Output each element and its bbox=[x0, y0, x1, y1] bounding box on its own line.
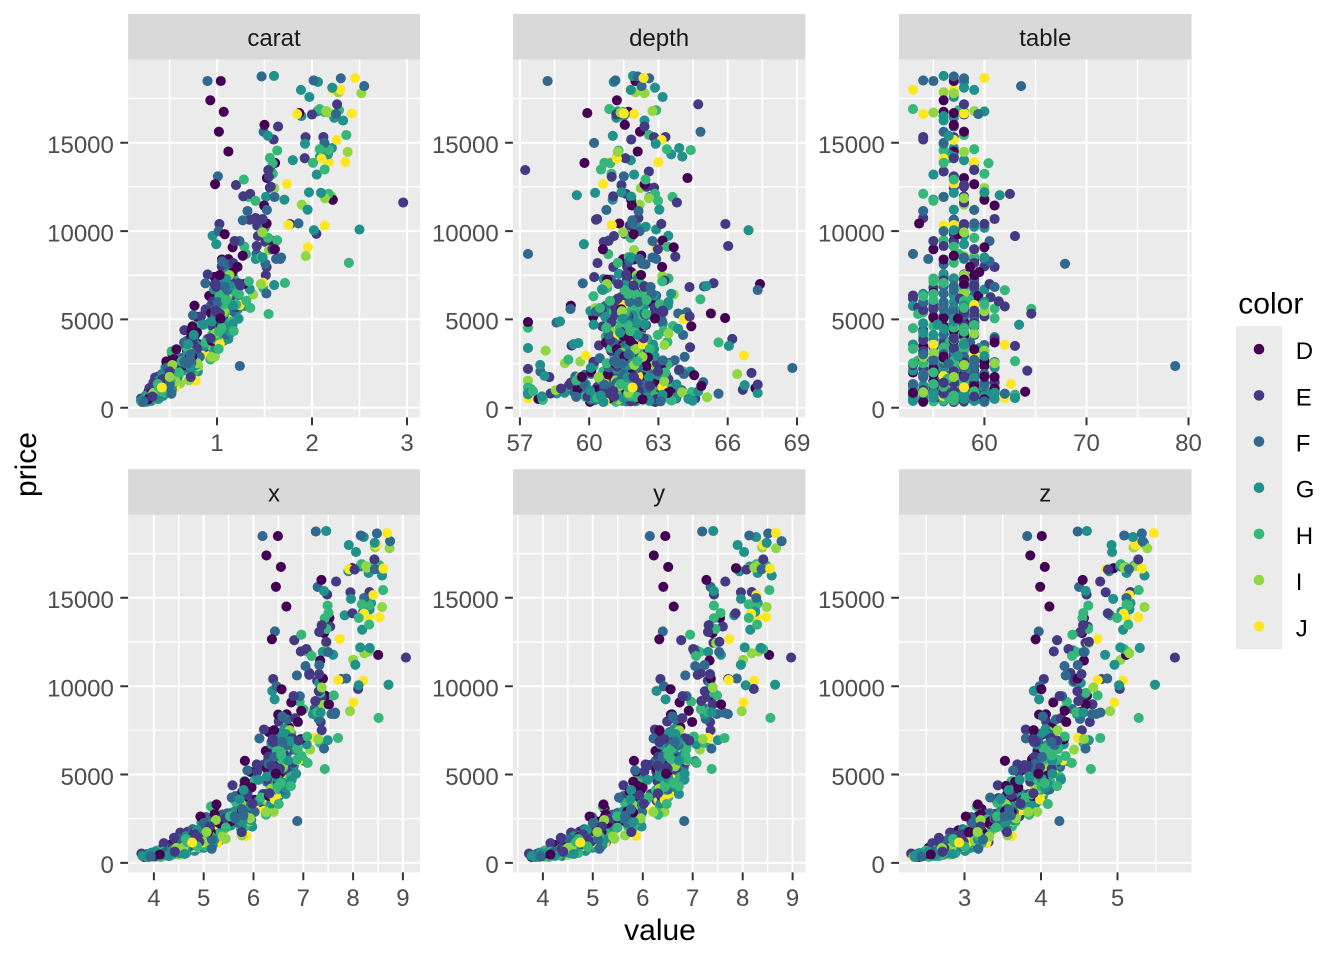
svg-text:5: 5 bbox=[197, 885, 210, 912]
svg-text:5000: 5000 bbox=[61, 309, 114, 336]
svg-text:9: 9 bbox=[396, 885, 409, 912]
svg-text:7: 7 bbox=[297, 885, 310, 912]
svg-text:y: y bbox=[653, 480, 665, 507]
svg-text:15000: 15000 bbox=[47, 587, 114, 614]
svg-text:5000: 5000 bbox=[831, 309, 884, 336]
svg-text:depth: depth bbox=[629, 25, 689, 52]
svg-text:8: 8 bbox=[346, 885, 359, 912]
svg-text:1: 1 bbox=[210, 430, 223, 457]
svg-text:0: 0 bbox=[101, 852, 114, 879]
svg-text:15000: 15000 bbox=[47, 132, 114, 159]
svg-text:5000: 5000 bbox=[445, 764, 498, 791]
svg-text:7: 7 bbox=[686, 885, 699, 912]
svg-text:5000: 5000 bbox=[61, 764, 114, 791]
svg-text:15000: 15000 bbox=[432, 587, 499, 614]
svg-text:66: 66 bbox=[714, 430, 741, 457]
svg-text:69: 69 bbox=[784, 430, 811, 457]
svg-text:0: 0 bbox=[871, 397, 884, 424]
svg-text:x: x bbox=[268, 480, 280, 507]
svg-text:80: 80 bbox=[1175, 430, 1202, 457]
svg-text:5000: 5000 bbox=[445, 309, 498, 336]
svg-text:15000: 15000 bbox=[432, 132, 499, 159]
svg-text:5: 5 bbox=[586, 885, 599, 912]
svg-text:3: 3 bbox=[400, 430, 413, 457]
svg-text:table: table bbox=[1019, 25, 1071, 52]
svg-text:4: 4 bbox=[536, 885, 549, 912]
svg-text:57: 57 bbox=[507, 430, 534, 457]
svg-text:2: 2 bbox=[305, 430, 318, 457]
svg-text:9: 9 bbox=[786, 885, 799, 912]
svg-text:10000: 10000 bbox=[47, 220, 114, 247]
svg-text:10000: 10000 bbox=[432, 220, 499, 247]
svg-text:6: 6 bbox=[636, 885, 649, 912]
svg-text:63: 63 bbox=[645, 430, 672, 457]
svg-text:10000: 10000 bbox=[432, 676, 499, 703]
svg-text:70: 70 bbox=[1073, 430, 1100, 457]
svg-text:4: 4 bbox=[147, 885, 160, 912]
svg-text:z: z bbox=[1039, 480, 1051, 507]
svg-text:0: 0 bbox=[485, 852, 498, 879]
svg-text:15000: 15000 bbox=[818, 132, 885, 159]
svg-text:6: 6 bbox=[247, 885, 260, 912]
svg-text:60: 60 bbox=[971, 430, 998, 457]
svg-text:60: 60 bbox=[576, 430, 603, 457]
svg-text:10000: 10000 bbox=[818, 220, 885, 247]
svg-text:carat: carat bbox=[247, 25, 301, 52]
svg-text:0: 0 bbox=[101, 397, 114, 424]
svg-text:0: 0 bbox=[485, 397, 498, 424]
svg-text:8: 8 bbox=[736, 885, 749, 912]
svg-text:10000: 10000 bbox=[47, 676, 114, 703]
